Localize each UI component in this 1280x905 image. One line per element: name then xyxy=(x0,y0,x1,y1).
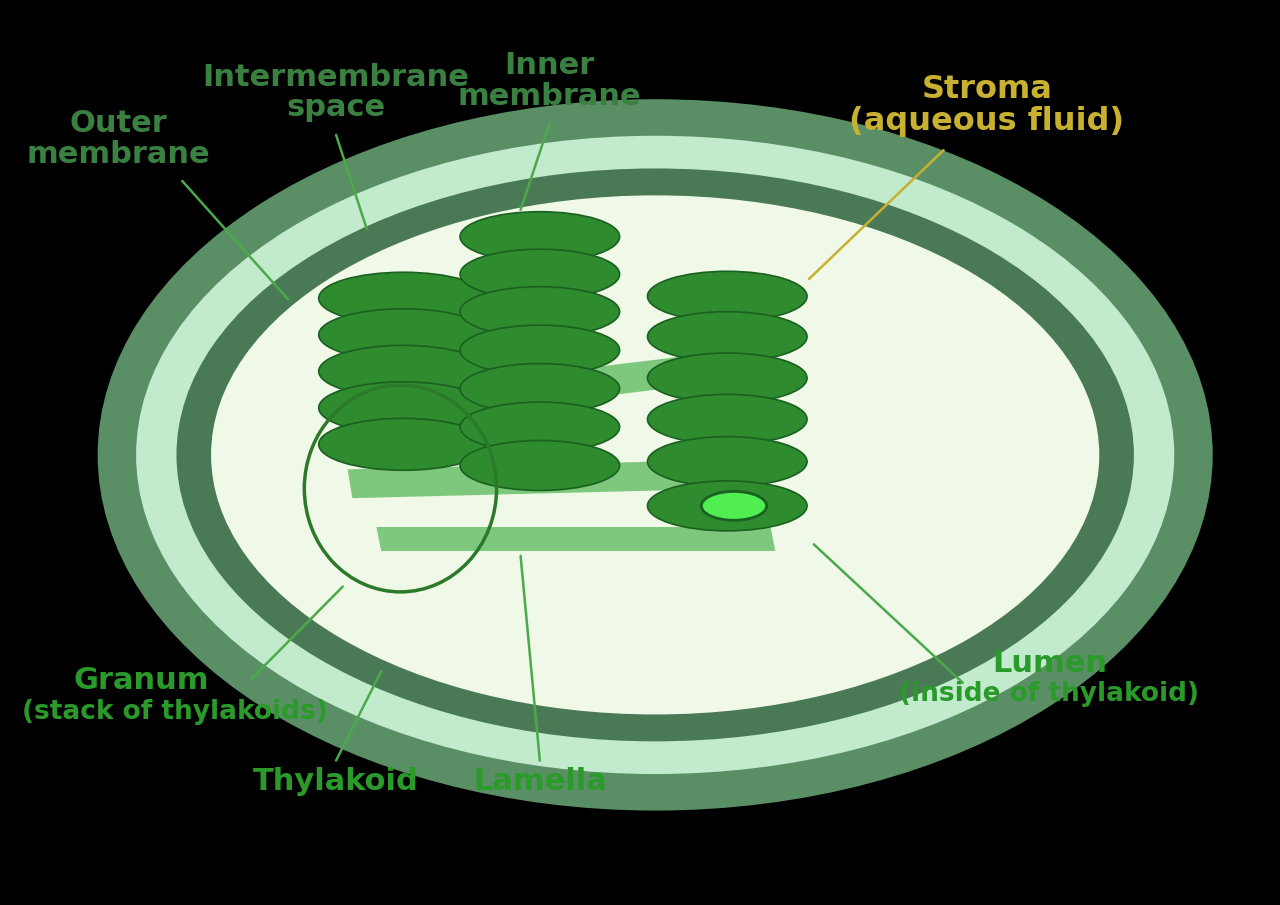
Ellipse shape xyxy=(319,309,488,361)
Ellipse shape xyxy=(460,364,620,414)
Ellipse shape xyxy=(460,325,620,375)
Ellipse shape xyxy=(648,436,808,487)
Polygon shape xyxy=(348,460,737,498)
Text: space: space xyxy=(287,93,385,122)
Polygon shape xyxy=(390,296,568,364)
Ellipse shape xyxy=(211,195,1100,714)
Text: Granum: Granum xyxy=(73,666,209,695)
Ellipse shape xyxy=(460,287,620,337)
Text: Inner: Inner xyxy=(504,51,595,80)
Ellipse shape xyxy=(319,272,488,324)
Text: (aqueous fluid): (aqueous fluid) xyxy=(849,106,1124,137)
Text: (stack of thylakoids): (stack of thylakoids) xyxy=(22,699,328,725)
Ellipse shape xyxy=(460,441,620,491)
Text: membrane: membrane xyxy=(27,139,211,168)
Ellipse shape xyxy=(648,311,808,362)
Polygon shape xyxy=(376,527,776,551)
Ellipse shape xyxy=(460,212,620,262)
Text: membrane: membrane xyxy=(458,81,641,110)
Text: Outer: Outer xyxy=(70,109,168,138)
Ellipse shape xyxy=(319,418,488,471)
Ellipse shape xyxy=(177,168,1134,741)
Ellipse shape xyxy=(648,272,808,321)
Ellipse shape xyxy=(97,100,1212,811)
Ellipse shape xyxy=(460,249,620,300)
Ellipse shape xyxy=(648,395,808,444)
Text: Thylakoid: Thylakoid xyxy=(253,767,419,796)
Ellipse shape xyxy=(319,346,488,397)
Ellipse shape xyxy=(460,402,620,452)
Ellipse shape xyxy=(319,382,488,433)
Text: Intermembrane: Intermembrane xyxy=(202,62,470,91)
Ellipse shape xyxy=(648,481,808,531)
Text: (inside of thylakoid): (inside of thylakoid) xyxy=(900,681,1199,708)
Ellipse shape xyxy=(136,136,1174,774)
Ellipse shape xyxy=(701,491,767,520)
Ellipse shape xyxy=(648,353,808,403)
Polygon shape xyxy=(387,354,713,421)
Text: Lamella: Lamella xyxy=(472,767,607,796)
Text: Stroma: Stroma xyxy=(922,74,1052,105)
Text: Lumen: Lumen xyxy=(992,649,1107,678)
